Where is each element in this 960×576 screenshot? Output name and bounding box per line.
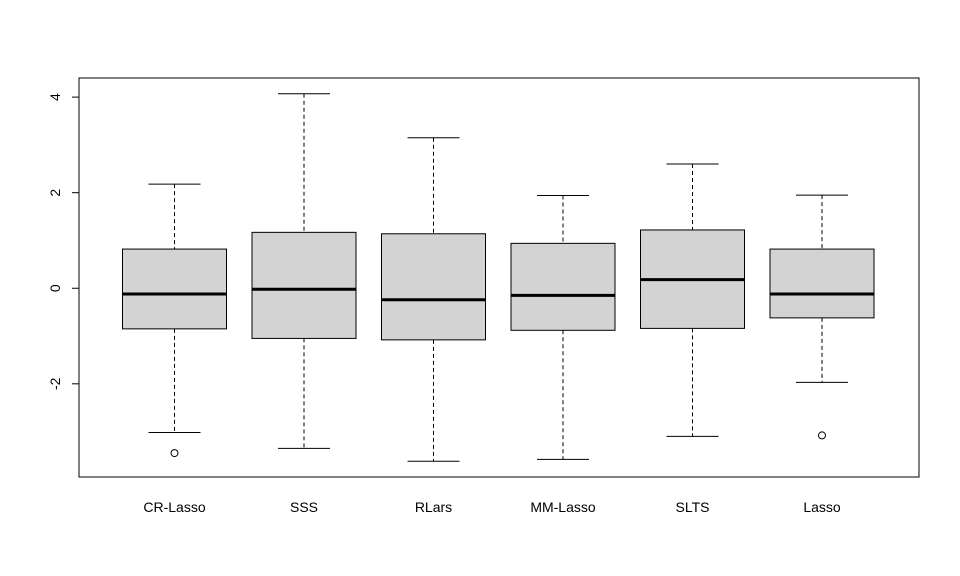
- box-group: [122, 93, 875, 462]
- x-tick-label: SSS: [290, 499, 318, 515]
- box-rlars: [381, 137, 486, 462]
- outlier-point: [170, 449, 179, 458]
- x-tick-label: Lasso: [803, 499, 841, 515]
- y-tick-label: 4: [47, 93, 63, 101]
- x-axis: CR-Lasso SSS RLars MM-Lasso SLTS Lasso: [143, 499, 841, 515]
- box-slts: [640, 163, 745, 437]
- x-tick-label: MM-Lasso: [530, 499, 596, 515]
- iqr-box: [510, 242, 616, 331]
- box-cr-lasso: [122, 183, 227, 458]
- iqr-box: [122, 248, 227, 330]
- x-tick-label: RLars: [415, 499, 452, 515]
- box-lasso: [769, 194, 875, 440]
- y-tick-label: -2: [47, 377, 63, 390]
- iqr-box: [251, 231, 357, 339]
- y-axis: -2 0 2 4: [47, 93, 80, 390]
- iqr-box: [381, 233, 486, 341]
- iqr-box: [769, 248, 875, 319]
- x-tick-label: CR-Lasso: [143, 499, 205, 515]
- y-tick-label: 0: [47, 284, 63, 292]
- y-tick-label: 2: [47, 189, 63, 197]
- box-mm-lasso: [510, 195, 616, 460]
- outlier-point: [818, 431, 826, 440]
- x-tick-label: SLTS: [676, 499, 710, 515]
- box-sss: [251, 93, 357, 449]
